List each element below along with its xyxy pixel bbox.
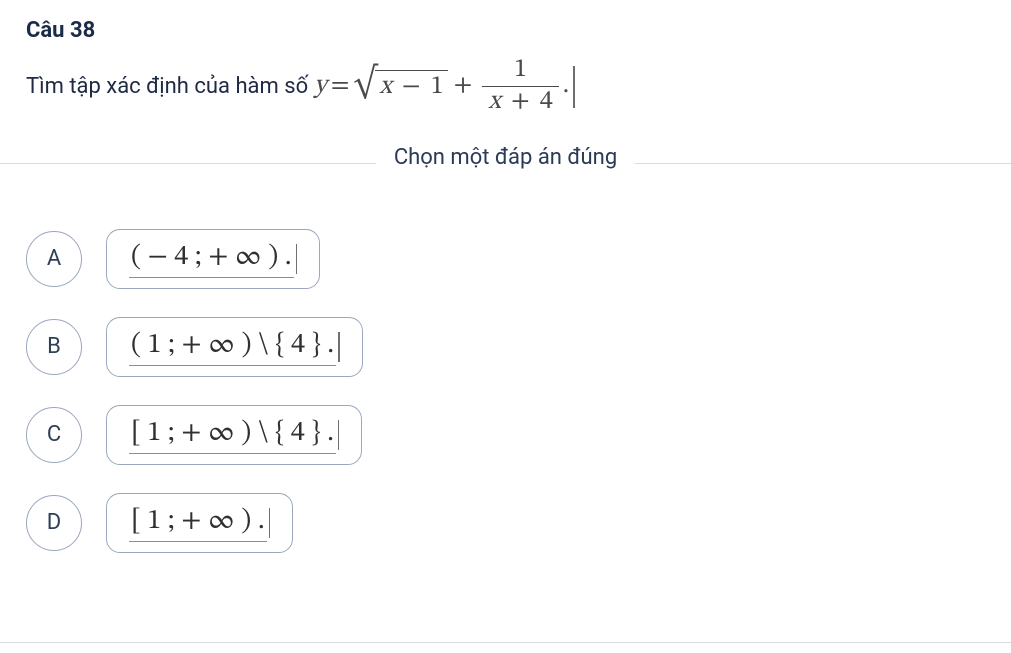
cursor-icon bbox=[338, 420, 340, 450]
frac-den-op: + bbox=[511, 89, 530, 115]
option-expression: [ 1 ; + ∞ ) . bbox=[129, 504, 267, 542]
option-answer-box[interactable]: [ 1 ; + ∞ ) . bbox=[106, 493, 293, 553]
sqrt-radicand: x − 1 bbox=[375, 70, 447, 104]
frac-den-const: 4 bbox=[540, 89, 553, 115]
sqrt-symbol: √ bbox=[353, 69, 377, 99]
option-answer-box[interactable]: [ 1 ; + ∞ ) \ { 4 } . bbox=[106, 405, 362, 465]
option-d[interactable]: D [ 1 ; + ∞ ) . bbox=[26, 493, 985, 553]
instruction-row: Chọn một đáp án đúng bbox=[26, 145, 985, 185]
bottom-divider bbox=[0, 642, 1011, 643]
formula-lhs-var: y bbox=[314, 70, 327, 103]
frac-den-var: x bbox=[488, 89, 500, 115]
fraction: 1 x + 4 bbox=[482, 57, 558, 117]
cursor-icon bbox=[269, 508, 271, 538]
option-letter[interactable]: A bbox=[26, 231, 82, 287]
sqrt: √ x − 1 bbox=[353, 70, 447, 104]
frac-den: x + 4 bbox=[482, 86, 558, 116]
option-answer-box[interactable]: ( − 4 ; + ∞ ) . bbox=[106, 229, 320, 289]
formula-plus: + bbox=[454, 70, 473, 103]
question-prompt: Tìm tập xác định của hàm số y = √ x − 1 … bbox=[26, 57, 985, 117]
instruction-wrap: Chọn một đáp án đúng bbox=[26, 145, 985, 170]
prompt-text: Tìm tập xác định của hàm số bbox=[26, 74, 308, 99]
option-expression: ( − 4 ; + ∞ ) . bbox=[129, 240, 294, 278]
option-a[interactable]: A ( − 4 ; + ∞ ) . bbox=[26, 229, 985, 289]
options-list: A ( − 4 ; + ∞ ) . B ( 1 ; + ∞ ) \ { 4 } … bbox=[26, 229, 985, 553]
option-c[interactable]: C [ 1 ; + ∞ ) \ { 4 } . bbox=[26, 405, 985, 465]
cursor-icon bbox=[573, 66, 575, 108]
radicand-const: 1 bbox=[431, 74, 444, 100]
option-letter[interactable]: C bbox=[26, 407, 82, 463]
option-b[interactable]: B ( 1 ; + ∞ ) \ { 4 } . bbox=[26, 317, 985, 377]
option-letter[interactable]: B bbox=[26, 319, 82, 375]
cursor-icon bbox=[296, 244, 298, 274]
radicand-var: x bbox=[379, 74, 391, 100]
radicand-op: − bbox=[402, 74, 421, 100]
question-title: Câu 38 bbox=[26, 18, 985, 43]
option-letter[interactable]: D bbox=[26, 495, 82, 551]
formula-dot: . bbox=[563, 70, 569, 103]
instruction-text: Chọn một đáp án đúng bbox=[376, 145, 635, 170]
cursor-icon bbox=[338, 332, 340, 362]
option-expression: [ 1 ; + ∞ ) \ { 4 } . bbox=[129, 416, 336, 454]
formula: y = √ x − 1 + 1 x + 4 . bbox=[314, 57, 574, 117]
option-expression: ( 1 ; + ∞ ) \ { 4 } . bbox=[129, 328, 336, 366]
frac-num: 1 bbox=[508, 57, 533, 86]
formula-equals: = bbox=[331, 70, 350, 103]
question-container: Câu 38 Tìm tập xác định của hàm số y = √… bbox=[0, 0, 1011, 553]
option-answer-box[interactable]: ( 1 ; + ∞ ) \ { 4 } . bbox=[106, 317, 363, 377]
